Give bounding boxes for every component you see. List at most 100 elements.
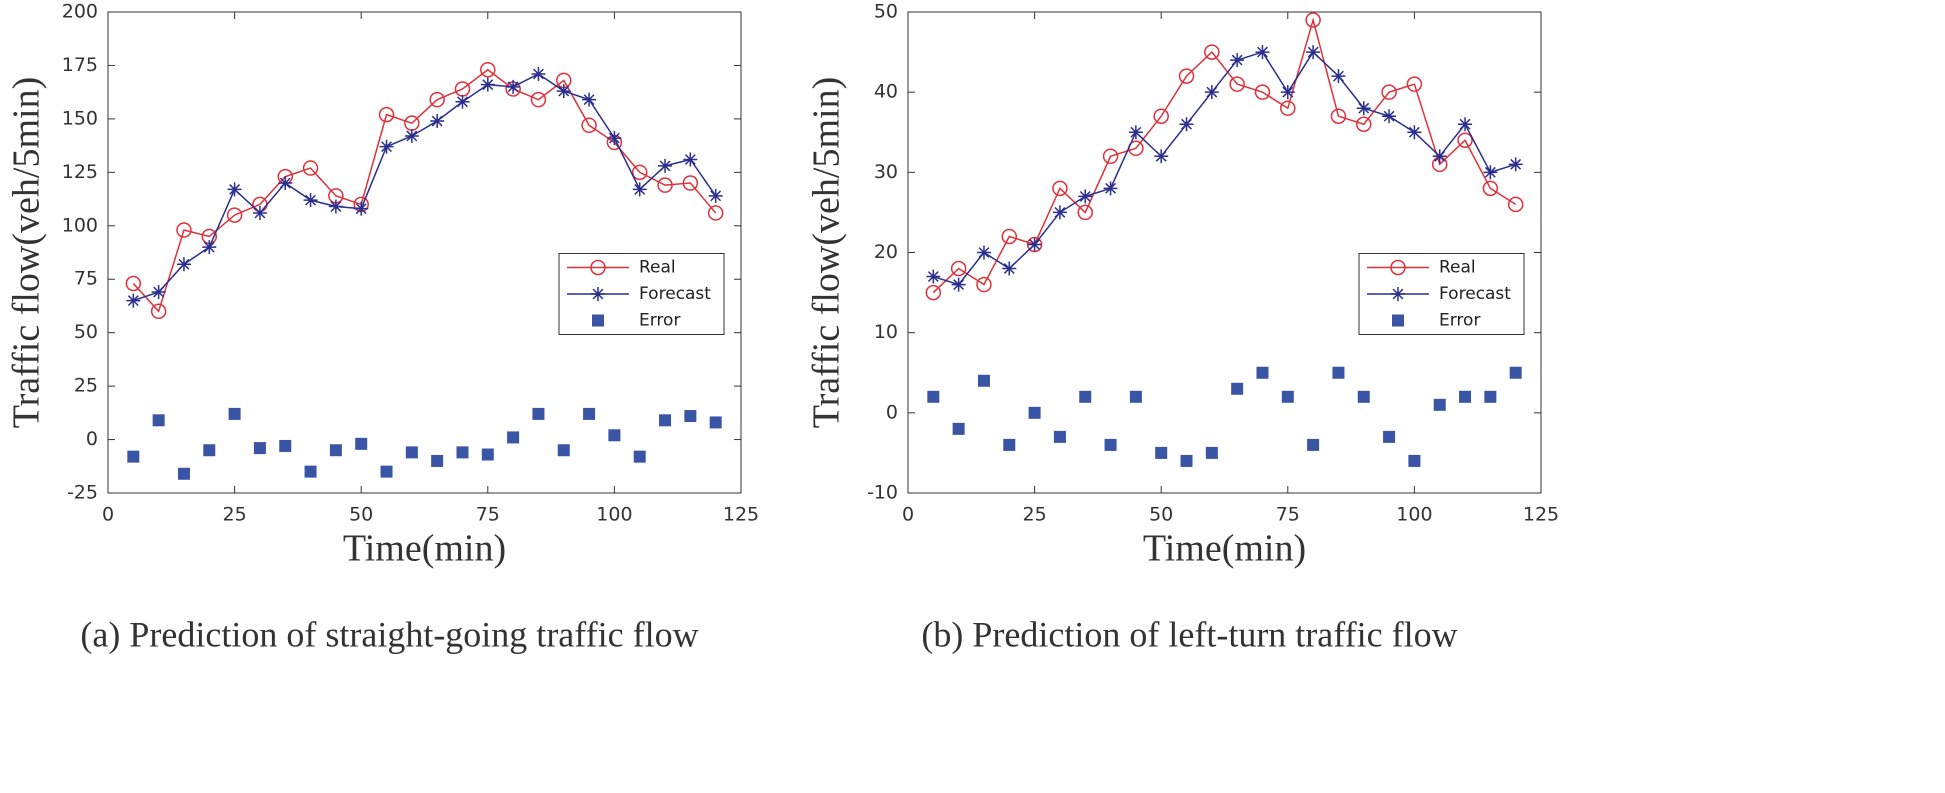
- caption: (a) Prediction of straight-going traffic…: [80, 614, 698, 654]
- marker-circle: [125, 275, 142, 292]
- marker-square: [1003, 438, 1016, 451]
- marker-star: [1179, 117, 1194, 132]
- marker-circle: [302, 160, 319, 176]
- x-tick-label: 25: [1023, 504, 1047, 526]
- marker-square: [1079, 390, 1092, 403]
- marker-star: [1432, 149, 1447, 164]
- marker-square: [329, 444, 342, 457]
- marker-square: [203, 444, 216, 457]
- marker-square: [507, 431, 520, 444]
- y-axis-label: Traffic flow(veh/5min): [806, 77, 848, 428]
- marker-circle: [682, 175, 699, 191]
- x-tick-label: 75: [476, 504, 500, 526]
- marker-star: [202, 240, 217, 255]
- marker-circle: [1077, 204, 1093, 221]
- marker-square: [380, 465, 393, 478]
- y-tick-label: 0: [886, 401, 898, 423]
- x-tick-label: 50: [1149, 504, 1173, 526]
- y-tick-label: 50: [74, 321, 98, 343]
- marker-star: [1306, 45, 1321, 60]
- marker-square: [481, 448, 494, 461]
- marker-square: [1231, 382, 1244, 395]
- marker-square: [253, 442, 266, 455]
- y-tick-label: 50: [874, 1, 898, 23]
- marker-star: [1391, 287, 1405, 301]
- marker-square: [532, 407, 545, 420]
- marker-star: [632, 182, 647, 197]
- y-tick-label: 75: [74, 268, 98, 290]
- marker-star: [658, 158, 673, 173]
- legend-label: Real: [1439, 258, 1476, 278]
- marker-square: [1129, 390, 1142, 403]
- y-tick-label: 25: [74, 375, 98, 397]
- marker-star: [1483, 165, 1498, 180]
- marker-star: [1027, 237, 1042, 252]
- marker-star: [951, 277, 966, 292]
- marker-circle: [1406, 76, 1423, 92]
- marker-square: [1509, 366, 1522, 379]
- marker-circle: [657, 177, 673, 193]
- marker-star: [303, 193, 318, 208]
- y-tick-label: 20: [874, 241, 898, 263]
- marker-circle: [176, 222, 192, 238]
- y-tick-label: 150: [62, 107, 98, 129]
- marker-square: [659, 414, 672, 427]
- x-tick-label: 0: [102, 504, 114, 526]
- marker-star: [607, 131, 622, 146]
- marker-square: [1408, 454, 1421, 467]
- marker-star: [1255, 45, 1270, 60]
- x-tick-label: 100: [1396, 504, 1432, 526]
- marker-circle: [226, 207, 243, 223]
- marker-circle: [925, 284, 942, 301]
- marker-star: [556, 84, 571, 99]
- marker-star: [404, 128, 419, 143]
- marker-square: [608, 429, 621, 442]
- marker-square: [1484, 390, 1497, 403]
- marker-star: [430, 114, 445, 129]
- marker-star: [1382, 109, 1397, 124]
- marker-star: [126, 293, 141, 308]
- legend-label: Error: [1439, 311, 1480, 331]
- marker-star: [506, 79, 521, 94]
- marker-circle: [1457, 132, 1473, 149]
- marker-square: [1028, 406, 1041, 419]
- y-tick-label: 100: [62, 214, 98, 236]
- marker-square: [709, 416, 722, 429]
- marker-circle: [480, 61, 496, 78]
- marker-circle: [1178, 68, 1195, 84]
- y-tick-label: -25: [67, 482, 98, 504]
- caption: (b) Prediction of left-turn traffic flow: [921, 614, 1457, 654]
- marker-circle: [1482, 180, 1499, 197]
- marker-star: [1154, 149, 1169, 164]
- marker-star: [1052, 205, 1067, 220]
- marker-square: [1357, 390, 1370, 403]
- plot-area: [107, 11, 742, 494]
- marker-circle: [1229, 76, 1245, 92]
- marker-square: [304, 465, 317, 478]
- marker-square: [1383, 430, 1396, 443]
- marker-square: [1392, 314, 1404, 327]
- marker-square: [152, 414, 165, 427]
- marker-star: [1103, 181, 1118, 196]
- marker-square: [279, 439, 292, 452]
- x-tick-label: 125: [1523, 504, 1559, 526]
- marker-circle: [1507, 196, 1524, 213]
- legend-label: Forecast: [1439, 284, 1511, 304]
- marker-square: [177, 467, 190, 480]
- marker-star: [1356, 101, 1371, 116]
- y-tick-label: -10: [867, 482, 898, 504]
- marker-circle: [1356, 116, 1372, 132]
- marker-circle: [976, 276, 992, 293]
- legend-label: Real: [639, 258, 676, 278]
- marker-circle: [1330, 108, 1347, 124]
- y-tick-label: 200: [62, 1, 98, 23]
- y-tick-label: 175: [62, 54, 98, 76]
- marker-square: [355, 437, 368, 450]
- marker-star: [1407, 125, 1422, 140]
- marker-star: [1230, 53, 1245, 68]
- marker-star: [708, 188, 723, 203]
- marker-square: [1180, 454, 1193, 467]
- y-tick-label: 125: [62, 161, 98, 183]
- marker-square: [977, 374, 990, 387]
